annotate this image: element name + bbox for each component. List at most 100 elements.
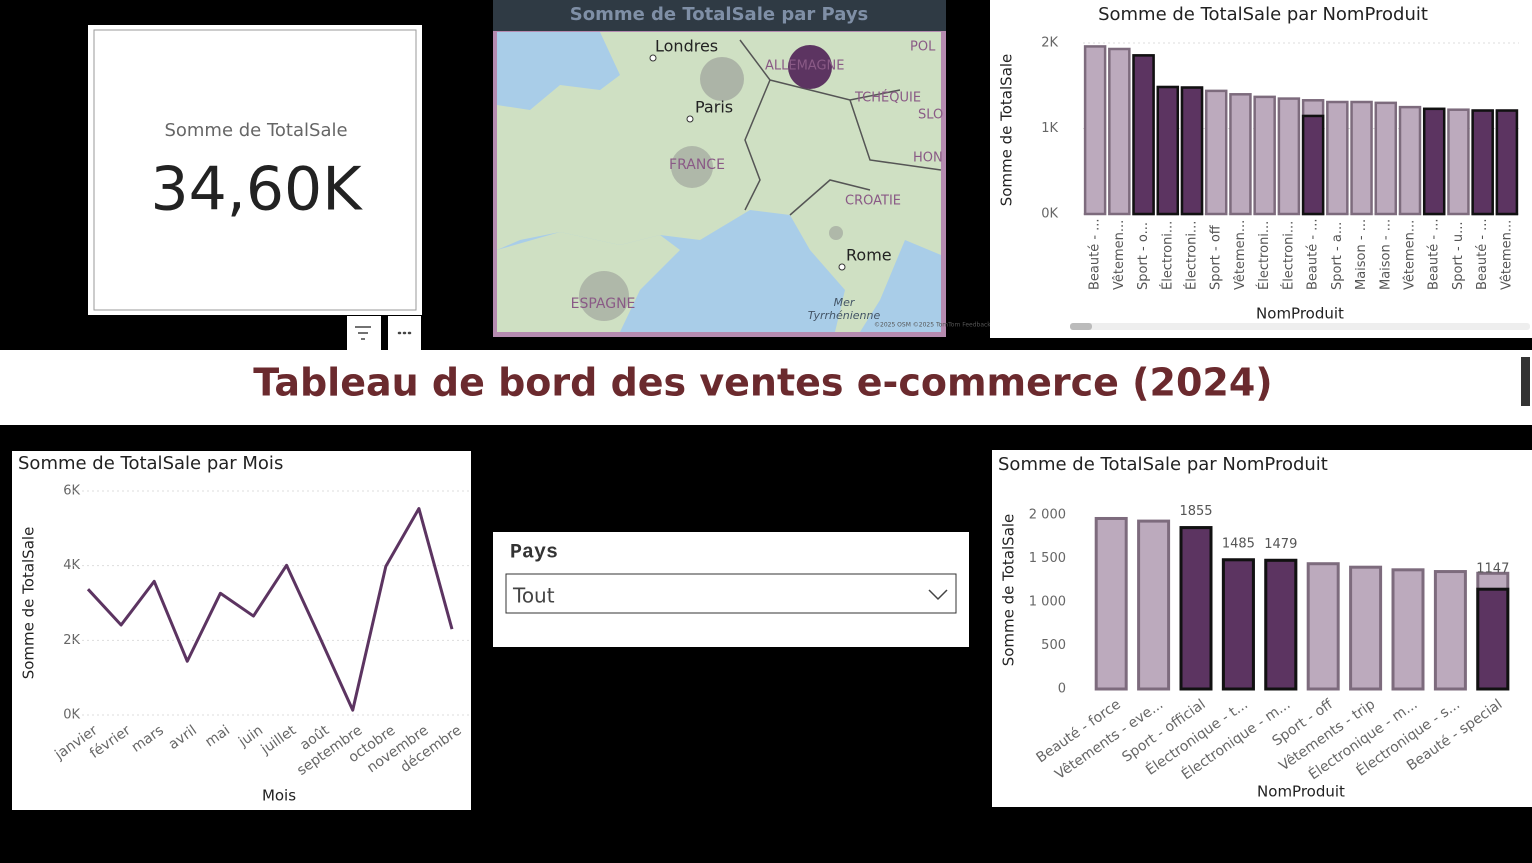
map-place-label: Mer xyxy=(834,296,856,309)
x-tick-label: Beauté - ... xyxy=(1427,218,1442,290)
chart-title: Somme de TotalSale par Mois xyxy=(18,453,283,474)
scrollbar[interactable] xyxy=(1521,357,1530,406)
bar xyxy=(1108,47,1131,216)
y-tick-label: 6K xyxy=(63,484,80,499)
highlighted-bar xyxy=(1156,85,1180,216)
map-bubble xyxy=(671,146,713,188)
map-borders xyxy=(739,39,942,216)
bar xyxy=(1083,45,1107,216)
x-tick-label: Électroni... xyxy=(1256,221,1272,290)
header-band xyxy=(0,350,1532,425)
y-tick-label: 1K xyxy=(1041,121,1058,136)
dropdown-chevron xyxy=(928,589,948,601)
card-panel xyxy=(88,25,422,315)
map-place-label: Paris xyxy=(695,98,733,117)
y-axis-label: Somme de TotalSale xyxy=(998,54,1016,207)
bar xyxy=(1229,93,1252,216)
x-tick-label: Maison - ... xyxy=(1354,219,1369,290)
bar xyxy=(1137,519,1171,691)
card-border xyxy=(93,29,417,311)
chart-title: Somme de TotalSale par NomProduit xyxy=(1098,4,1428,25)
x-tick-label: Sport - u... xyxy=(1451,222,1466,291)
x-tick-label: Beauté - ... xyxy=(1306,218,1321,290)
map-channel xyxy=(497,32,620,110)
map-credits: ©2025 OSM ©2025 TomTom Feedback xyxy=(874,322,991,329)
map-title-bar xyxy=(493,0,946,31)
x-tick-label: Électroni... xyxy=(1159,221,1175,290)
y-tick-label: 2K xyxy=(1041,36,1058,51)
bar xyxy=(1398,105,1422,216)
x-tick-label: Maison - ... xyxy=(1378,219,1393,290)
y-tick-label: 0K xyxy=(1041,207,1058,222)
x-tick-label: Sport - a... xyxy=(1330,222,1345,290)
scroll-track xyxy=(1070,323,1530,330)
y-axis-label: Somme de TotalSale xyxy=(1000,514,1018,667)
bar xyxy=(1306,562,1340,691)
scroll-thumb[interactable] xyxy=(1070,323,1092,330)
x-axis-label: Mois xyxy=(262,787,296,805)
y-tick-label: 2K xyxy=(63,633,80,648)
x-tick-label: Sport - o... xyxy=(1136,222,1151,290)
map-place-label: ESPAGNE xyxy=(571,296,636,312)
map-bubble xyxy=(579,271,629,321)
data-label: 1479 xyxy=(1264,537,1297,552)
map-land xyxy=(497,32,941,332)
line xyxy=(86,507,454,712)
slicer-label: Pays xyxy=(510,541,558,564)
y-tick-label: 0K xyxy=(63,708,80,723)
slicer-dropdown[interactable] xyxy=(505,573,957,614)
y-tick-label: 1 000 xyxy=(1029,595,1066,610)
x-tick-label: Beauté - ... xyxy=(1475,218,1490,290)
x-axis-label: NomProduit xyxy=(1257,783,1345,801)
map-labels: Londres Paris ALLEMAGNE POL TCHÉQUIE SLO HON FR… xyxy=(571,37,944,323)
map-bubble xyxy=(829,226,843,240)
x-tick-label: Vêtemen... xyxy=(1233,220,1248,290)
bar xyxy=(1391,568,1425,691)
header-title: Tableau de bord des ventes e-commerce (2… xyxy=(253,361,1272,405)
card-value: 34,60K xyxy=(150,155,363,225)
y-tick-label: 4K xyxy=(63,558,80,573)
bar xyxy=(1374,101,1398,216)
chart-title: Somme de TotalSale par NomProduit xyxy=(998,454,1328,475)
card-label: Somme de TotalSale xyxy=(164,120,347,141)
map-place-label: Rome xyxy=(846,246,892,265)
x-tick-label: Vêtemen... xyxy=(1403,220,1418,290)
city-dot xyxy=(838,263,846,271)
map-place-label: SLO xyxy=(918,108,943,123)
y-tick-label: 1 500 xyxy=(1029,551,1066,566)
bar xyxy=(1277,97,1301,216)
x-tick-label: Électroni... xyxy=(1280,221,1296,290)
highlighted-bar xyxy=(1495,109,1519,216)
highlighted-bar xyxy=(1264,558,1298,691)
data-label: 1855 xyxy=(1179,504,1212,519)
map-place-label: Londres xyxy=(655,37,718,56)
filter-icon xyxy=(355,326,371,340)
y-tick-label: 0 xyxy=(1058,682,1066,697)
map-title: Somme de TotalSale par Pays xyxy=(570,4,869,25)
bar xyxy=(1350,100,1373,216)
highlighted-bar xyxy=(1179,526,1213,691)
x-tick-label: Vêtemen... xyxy=(1112,220,1127,290)
x-tick-label: Beauté - ... xyxy=(1088,218,1103,290)
highlighted-bar xyxy=(1132,54,1155,216)
x-tick-label: Vêtemen... xyxy=(1499,220,1514,290)
city-dot xyxy=(649,54,657,62)
bar xyxy=(1326,100,1349,216)
bar xyxy=(1433,570,1467,691)
map-place-label: CROATIE xyxy=(845,194,901,209)
x-tick-label: Sport - off xyxy=(1209,224,1224,290)
map-bubble xyxy=(788,45,832,89)
chart-panel xyxy=(12,451,471,810)
slicer-selection: Tout xyxy=(512,584,555,608)
map-place-label: POL xyxy=(910,40,936,55)
map-place-label: HON xyxy=(913,151,943,166)
x-tick-label: Électroni... xyxy=(1184,221,1200,290)
bar xyxy=(1253,95,1276,216)
x-axis-label: NomProduit xyxy=(1256,305,1344,323)
highlighted-bar xyxy=(1476,587,1510,691)
y-tick-label: 500 xyxy=(1041,638,1066,653)
data-label: 1485 xyxy=(1222,536,1255,551)
bar xyxy=(1204,89,1228,216)
